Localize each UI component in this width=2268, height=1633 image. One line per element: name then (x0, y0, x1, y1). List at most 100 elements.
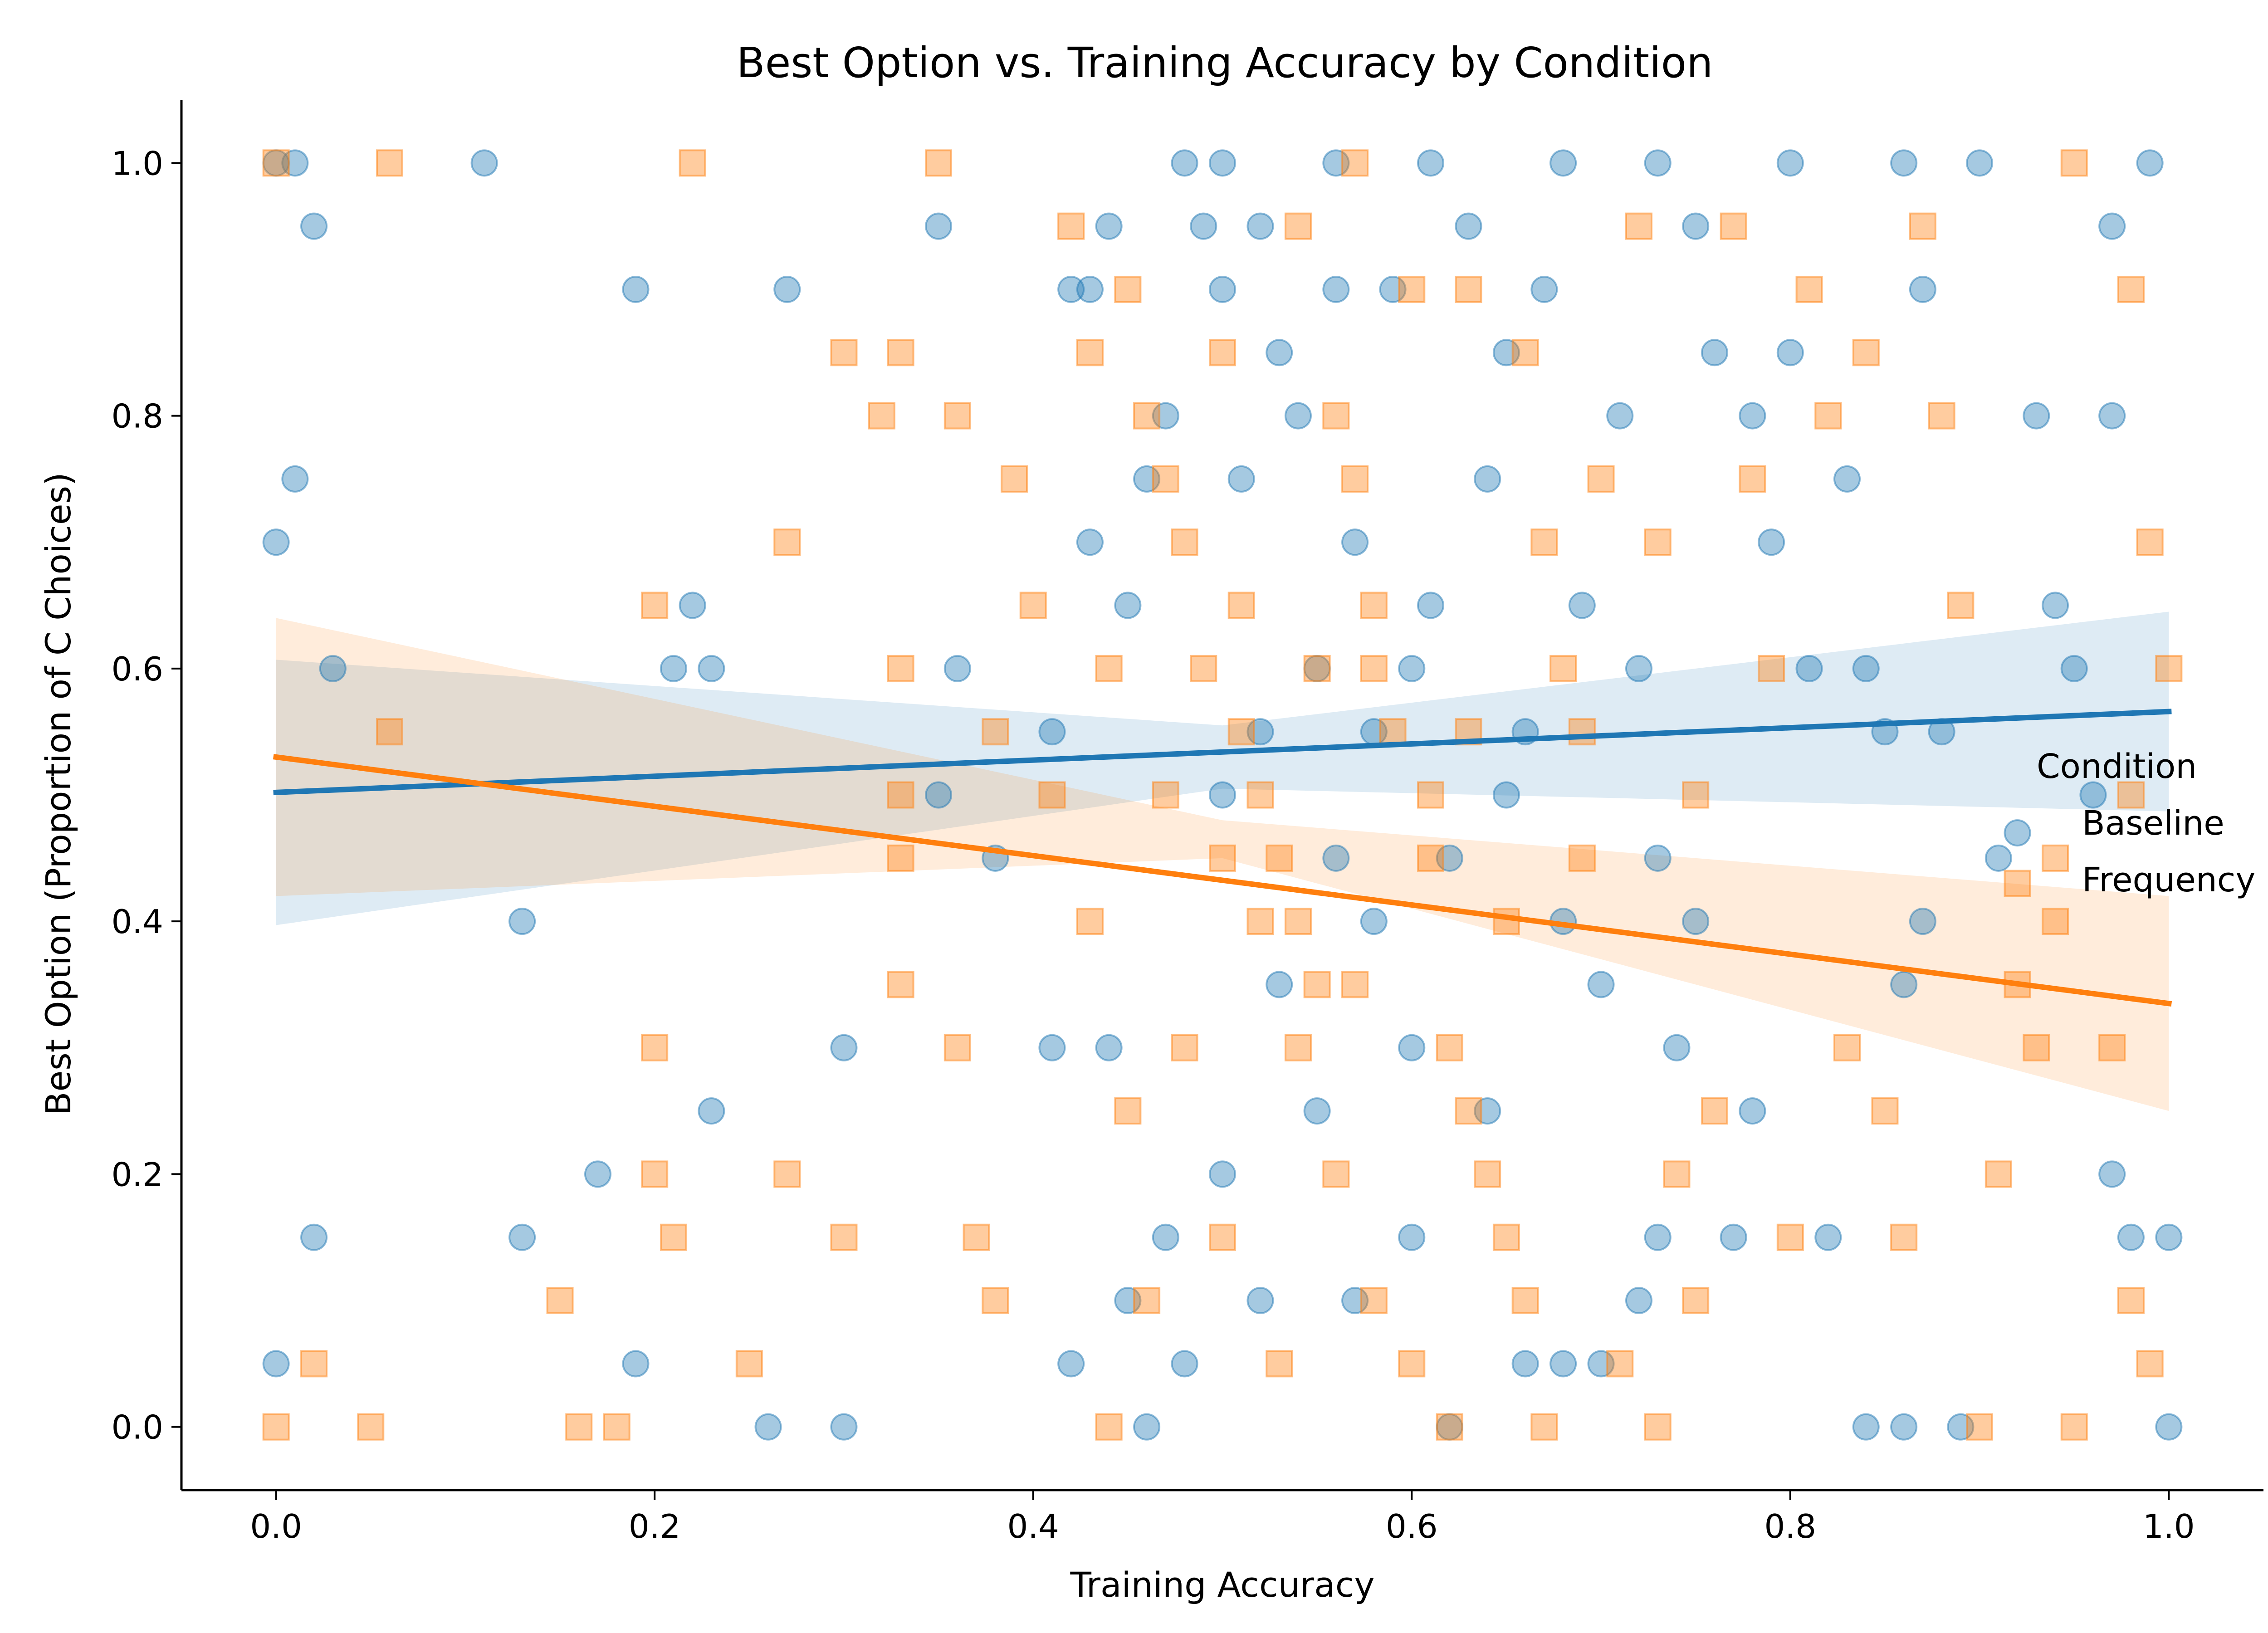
baseline-point (1038, 718, 1066, 746)
frequency-point (735, 1350, 763, 1378)
baseline-point (1114, 592, 1142, 619)
x-axis-ticks: 0.0 0.2 0.4 0.6 0.8 1.0 (250, 1490, 2195, 1545)
y-axis-ticks: 0.0 0.2 0.4 0.6 0.8 1.0 (111, 144, 181, 1447)
baseline-point (1852, 655, 1880, 682)
frequency-point (1455, 275, 1482, 303)
baseline-point (584, 1160, 611, 1188)
baseline-point (1057, 1350, 1085, 1378)
frequency-point (868, 402, 895, 430)
frequency-point (641, 1034, 669, 1061)
x-tick-label: 0.4 (1007, 1507, 1059, 1545)
y-tick-label: 1.0 (111, 144, 163, 182)
y-tick-label: 0.6 (111, 650, 163, 688)
baseline-point (262, 528, 290, 556)
frequency-point (1303, 655, 1331, 682)
baseline-point (1284, 402, 1312, 430)
frequency-point (2042, 844, 2069, 872)
baseline-point (508, 1223, 536, 1251)
frequency-point (300, 1350, 328, 1378)
baseline-point (2004, 819, 2031, 847)
x-tick-label: 0.0 (250, 1507, 302, 1545)
frequency-point (1152, 465, 1179, 493)
y-tick-label: 0.0 (111, 1408, 163, 1447)
frequency-point (1739, 465, 1766, 493)
baseline-point (2042, 592, 2069, 619)
frequency-point (1209, 1223, 1236, 1251)
baseline-point (698, 1097, 725, 1125)
baseline-point (1644, 844, 1672, 872)
frequency-point (887, 655, 914, 682)
frequency-point (1360, 1287, 1388, 1315)
scatter-points (262, 149, 2183, 1441)
baseline-point (470, 149, 498, 177)
baseline-point (1720, 1223, 1747, 1251)
frequency-point (1492, 908, 1520, 935)
frequency-point (1663, 1160, 1691, 1188)
x-tick-label: 1.0 (2143, 1507, 2195, 1545)
baseline-point (508, 908, 536, 935)
frequency-point (1644, 1413, 1672, 1441)
frequency-point (1398, 1350, 1426, 1378)
y-tick-label: 0.8 (111, 397, 163, 435)
x-axis-title: Training Accuracy (1070, 1565, 1374, 1605)
baseline-point (1492, 781, 1520, 809)
baseline-point (622, 275, 650, 303)
baseline-point (1549, 149, 1577, 177)
baseline-point (1606, 402, 1634, 430)
y-tick-label: 0.2 (111, 1155, 163, 1193)
baseline-point (2098, 212, 2126, 240)
baseline-point (830, 1034, 858, 1061)
baseline-point (2098, 1160, 2126, 1188)
baseline-point (1984, 844, 2012, 872)
baseline-point (1455, 212, 1482, 240)
baseline-point (1209, 149, 1236, 177)
frequency-point (1038, 781, 1066, 809)
baseline-point (1133, 1413, 1161, 1441)
y-tick-label: 0.4 (111, 903, 163, 941)
frequency-point (1890, 1223, 1918, 1251)
frequency-point (887, 781, 914, 809)
baseline-point (1568, 592, 1596, 619)
frequency-point (1227, 718, 1255, 746)
baseline-point (1057, 275, 1085, 303)
frequency-point (1436, 1413, 1463, 1441)
frequency-point (1644, 528, 1672, 556)
frequency-point (679, 149, 706, 177)
frequency-point (1114, 1097, 1142, 1125)
frequency-point (1019, 592, 1047, 619)
baseline-point (2023, 402, 2050, 430)
frequency-point (2004, 870, 2031, 897)
x-tick-label: 0.8 (1765, 1507, 1817, 1545)
baseline-point (2155, 1223, 2183, 1251)
baseline-point (1398, 1034, 1426, 1061)
baseline-point (1095, 212, 1123, 240)
frequency-point (1303, 971, 1331, 998)
baseline-point (1474, 465, 1501, 493)
baseline-point (943, 655, 971, 682)
baseline-point (1776, 339, 1804, 367)
baseline-point (1701, 339, 1728, 367)
frequency-point (376, 718, 403, 746)
baseline-point (1814, 1223, 1842, 1251)
frequency-point (1966, 1413, 1994, 1441)
x-tick-label: 0.6 (1386, 1507, 1438, 1545)
baseline-point (2155, 1413, 2183, 1441)
baseline-point (1663, 1034, 1691, 1061)
frequency-point (1284, 908, 1312, 935)
frequency-point (660, 1223, 687, 1251)
regression-lines (273, 709, 2172, 1007)
frequency-point (1227, 592, 1255, 619)
frequency-point (1152, 781, 1179, 809)
baseline-point (1246, 1287, 1274, 1315)
frequency-point (1568, 718, 1596, 746)
frequency-point (1246, 781, 1274, 809)
baseline-point (1076, 275, 1104, 303)
baseline-point (1890, 149, 1918, 177)
baseline-point (2060, 655, 2088, 682)
baseline-point (1038, 1034, 1066, 1061)
baseline-point (1644, 1223, 1672, 1251)
baseline-point (1227, 465, 1255, 493)
baseline-point (1190, 212, 1217, 240)
frequency-point (1095, 1413, 1123, 1441)
frequency-point (1076, 339, 1104, 367)
